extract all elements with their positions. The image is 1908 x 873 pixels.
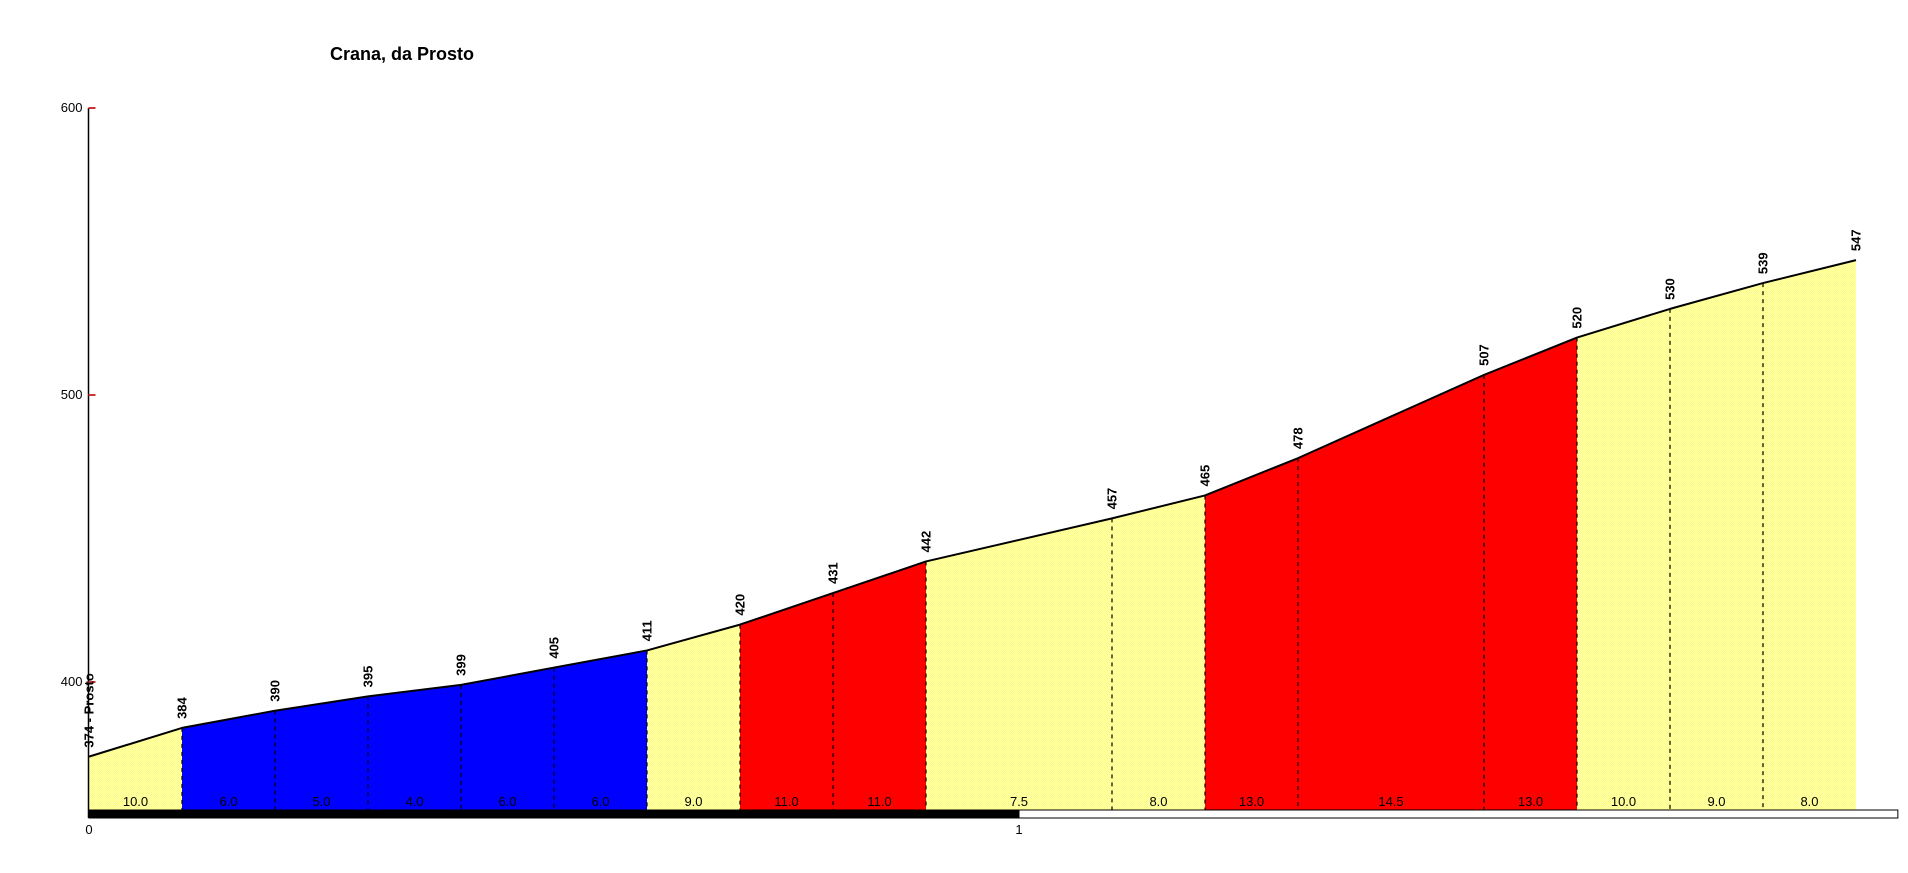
x-axis-tick-label: 1 <box>1015 822 1022 837</box>
y-axis-tick-label: 400 <box>61 674 83 689</box>
elevation-label: 390 <box>268 680 283 702</box>
elevation-label: 395 <box>361 666 376 688</box>
gradient-label: 9.0 <box>684 794 702 809</box>
elevation-label: 405 <box>547 637 562 659</box>
gradient-label: 8.0 <box>1800 794 1818 809</box>
segment-area-blue <box>182 710 275 810</box>
labels-group: 10.0 6.0 5.0 4.0 6.0 6.0 9.0 11.0 11.0 7.5 8.0 13.0… <box>82 229 1864 809</box>
segment-area-yellow <box>647 624 740 810</box>
km-bar-white-segment <box>1018 809 1899 819</box>
gradient-label: 13.0 <box>1239 794 1264 809</box>
gradient-label: 6.0 <box>591 794 609 809</box>
segment-area-yellow <box>1112 495 1205 810</box>
x-axis-tick-label: 0 <box>85 822 92 837</box>
km-bar-group <box>88 809 1899 819</box>
boundary-dashes <box>181 283 1764 810</box>
segment-area-red <box>1484 337 1577 810</box>
elevation-label: 530 <box>1663 278 1678 300</box>
segment-area-red <box>1298 374 1484 810</box>
profile-line-group <box>88 259 1857 758</box>
gradient-label: 6.0 <box>498 794 516 809</box>
y-axis-tick-label: 500 <box>61 387 83 402</box>
segment-area-blue <box>554 650 647 810</box>
elevation-label: 539 <box>1756 252 1771 274</box>
elevation-label: 442 <box>919 531 934 553</box>
gradient-label: 11.0 <box>774 794 798 809</box>
elevation-label: 399 <box>454 654 469 676</box>
gradient-label: 7.5 <box>1010 794 1028 809</box>
elevation-label: 457 <box>1105 488 1120 510</box>
segment-area-blue <box>461 667 554 810</box>
km-bar-black-segment <box>88 809 1020 819</box>
gradient-label: 11.0 <box>867 794 891 809</box>
gradient-label: 5.0 <box>312 794 330 809</box>
segment-area-red <box>833 561 926 810</box>
gradient-label: 13.0 <box>1518 794 1543 809</box>
segment-area-yellow <box>926 518 1112 810</box>
segment-area-yellow <box>1763 260 1856 810</box>
y-axis-tick-label: 600 <box>61 100 83 115</box>
elevation-label: 384 <box>175 696 190 718</box>
profile-line <box>88 259 1857 758</box>
gradient-label: 10.0 <box>1611 794 1636 809</box>
segment-area-red <box>740 593 833 810</box>
gradient-label: 8.0 <box>1149 794 1167 809</box>
gradient-label: 9.0 <box>1707 794 1725 809</box>
axis-group: 600 500 400 0 1 <box>61 100 1023 837</box>
segment-area-blue <box>368 684 461 810</box>
summit-elevation-label: 547 <box>1849 229 1864 251</box>
segment-area-yellow <box>1577 308 1670 810</box>
segment-area-yellow <box>1670 283 1763 810</box>
elevation-label: 478 <box>1291 427 1306 449</box>
segment-area-blue <box>275 696 368 810</box>
gradient-label: 14.5 <box>1378 794 1403 809</box>
segment-area-red <box>1205 458 1298 810</box>
gradient-label: 10.0 <box>123 794 148 809</box>
chart-title: Crana, da Prosto <box>330 44 474 64</box>
elevation-label: 507 <box>1477 344 1492 366</box>
gradient-label: 6.0 <box>219 794 237 809</box>
elevation-label: 520 <box>1570 307 1585 329</box>
elevation-label: 420 <box>733 594 748 616</box>
elevation-label: 411 <box>640 620 655 641</box>
segment-area-yellow <box>89 727 182 810</box>
segment-areas <box>89 260 1856 810</box>
gradient-label: 4.0 <box>405 794 423 809</box>
start-elevation-label: 374 - Prosto <box>82 673 97 747</box>
elevation-label: 431 <box>826 562 841 584</box>
elevation-label: 465 <box>1198 465 1213 487</box>
